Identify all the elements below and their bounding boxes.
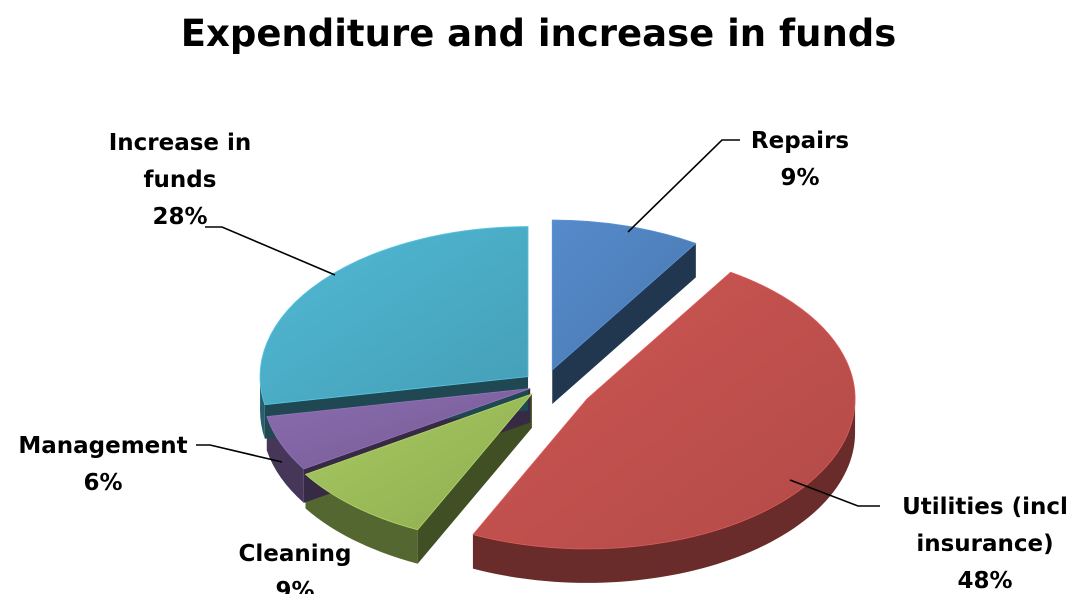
leader-line-utilities-incl-insurance — [789, 479, 880, 507]
slice-label-cleaning: Cleaning 9% — [239, 541, 352, 594]
slice-label-repairs: Repairs 9% — [751, 128, 849, 191]
slice-management-rim — [266, 416, 304, 503]
slice-name-increase-in-funds: funds — [144, 167, 217, 193]
slice-label-increase-in-funds: Increase in funds 28% — [109, 130, 252, 230]
slice-value-management: 6% — [83, 470, 122, 496]
slice-utilities-incl-insurance — [472, 271, 856, 550]
slice-value-repairs: 9% — [780, 165, 819, 191]
slice-value-utilities-incl-insurance: 48% — [957, 568, 1012, 594]
slice-name-management: Management — [18, 433, 187, 459]
slice-value-increase-in-funds: 28% — [152, 204, 207, 230]
slice-value-cleaning: 9% — [275, 578, 314, 594]
leader-line-repairs — [627, 139, 740, 233]
slice-name-utilities-incl-insurance: Utilities (incl — [902, 494, 1068, 520]
slice-label-utilities-incl-insurance: Utilities (incl insurance) 48% — [902, 494, 1068, 594]
slice-utilities-incl-insurance-rim — [472, 398, 856, 583]
slice-name-utilities-incl-insurance: insurance) — [916, 531, 1053, 557]
slice-name-increase-in-funds: Increase in — [109, 130, 252, 156]
slice-cleaning-rim — [305, 474, 418, 564]
slice-name-cleaning: Cleaning — [239, 541, 352, 567]
slice-increase-in-funds — [259, 226, 529, 406]
slice-repairs-side-1 — [552, 243, 696, 405]
slice-repairs — [551, 219, 697, 371]
leader-line-management — [196, 444, 283, 463]
slice-cleaning — [304, 393, 534, 531]
slice-label-management: Management 6% — [18, 433, 187, 496]
slice-management — [266, 388, 531, 470]
slice-name-repairs: Repairs — [751, 128, 849, 154]
chart-title: Expenditure and increase in funds — [180, 12, 897, 55]
leader-line-increase-in-funds — [205, 226, 336, 276]
